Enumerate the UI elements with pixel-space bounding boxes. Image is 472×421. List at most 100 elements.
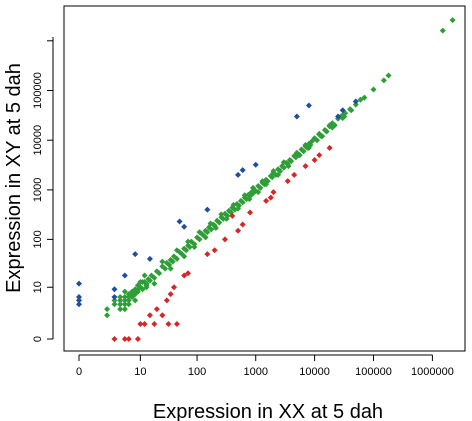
data-point (156, 270, 163, 277)
data-point (291, 171, 298, 178)
data-point (319, 133, 326, 140)
data-point (302, 163, 309, 170)
y-tick-label: 100000 (32, 72, 44, 109)
data-point (235, 227, 242, 234)
data-point (134, 336, 141, 342)
data-point (125, 297, 132, 304)
data-point (117, 301, 124, 308)
data-point (311, 156, 318, 163)
data-point (352, 98, 359, 105)
data-point (186, 243, 193, 250)
data-point (370, 86, 377, 93)
data-point (117, 306, 124, 313)
data-point (229, 212, 236, 219)
data-point (76, 280, 82, 287)
data-point (165, 321, 172, 328)
y-tick-label: 1000 (32, 178, 44, 202)
data-point (314, 137, 321, 144)
data-point (230, 201, 237, 208)
data-point (341, 113, 348, 120)
data-point (185, 238, 192, 245)
data-point (181, 253, 188, 260)
data-point (173, 255, 180, 262)
data-point (183, 247, 190, 254)
data-point (111, 293, 118, 300)
data-point (326, 144, 333, 151)
data-point (111, 286, 118, 293)
data-point (255, 189, 262, 196)
data-point (162, 265, 169, 272)
data-point (76, 293, 82, 300)
data-point (323, 128, 330, 135)
data-point (117, 297, 124, 304)
data-point (121, 306, 128, 313)
data-point (207, 220, 214, 227)
data-point (263, 181, 270, 188)
data-point (204, 251, 211, 258)
data-point (121, 288, 128, 295)
data-point (247, 209, 254, 216)
y-axis: 0 10 100 1000 10000 100000 (32, 37, 54, 342)
data-point (202, 234, 209, 241)
y-tick-label: 0 (32, 336, 44, 342)
data-point (159, 258, 166, 265)
x-tick-label: 0 (76, 366, 82, 378)
data-point (151, 274, 158, 281)
data-point (173, 247, 180, 254)
data-point (146, 277, 153, 284)
x-tick-label: 1000000 (411, 366, 454, 378)
data-point (143, 284, 150, 291)
data-point (267, 194, 274, 201)
x-tick-label: 100 (188, 366, 206, 378)
data-point (250, 184, 257, 191)
data-point (218, 211, 225, 218)
data-point (239, 199, 246, 206)
y-tick-label: 100 (32, 230, 44, 248)
data-point (357, 96, 364, 103)
data-point (196, 236, 203, 243)
data-point (111, 301, 118, 308)
data-point (181, 272, 188, 279)
data-point (239, 167, 246, 174)
data-point (139, 286, 146, 293)
data-point (288, 158, 295, 165)
data-point (352, 101, 359, 108)
data-point (151, 321, 158, 328)
data-point (252, 161, 259, 168)
data-point (125, 293, 132, 300)
data-point (125, 301, 132, 308)
y-axis-title: Expression in XY at 5 dah (3, 63, 25, 293)
data-point (104, 306, 111, 313)
data-point (296, 152, 303, 159)
x-tick-label: 1000 (243, 366, 267, 378)
data-point (132, 251, 139, 258)
data-point (167, 265, 174, 272)
data-point (275, 171, 282, 178)
data-point (185, 270, 192, 277)
data-point (270, 189, 277, 196)
data-point (134, 286, 141, 293)
data-point (125, 336, 132, 342)
data-point (246, 196, 253, 203)
data-point (335, 113, 342, 120)
data-point (235, 171, 242, 178)
data-point (449, 17, 456, 24)
y-tick-label: 10000 (32, 125, 44, 156)
data-point (269, 174, 276, 181)
data-points (76, 17, 456, 342)
data-point (361, 94, 368, 101)
data-point (439, 27, 446, 34)
data-point (220, 215, 227, 222)
data-point (181, 223, 188, 230)
data-point (121, 336, 128, 342)
data-point (104, 312, 111, 319)
data-point (146, 255, 153, 262)
data-point (270, 167, 277, 174)
x-tick-label: 10000 (299, 366, 330, 378)
data-point (191, 243, 198, 250)
data-point (211, 247, 218, 254)
data-point (141, 272, 148, 279)
data-point (167, 291, 174, 298)
data-point (170, 284, 177, 291)
